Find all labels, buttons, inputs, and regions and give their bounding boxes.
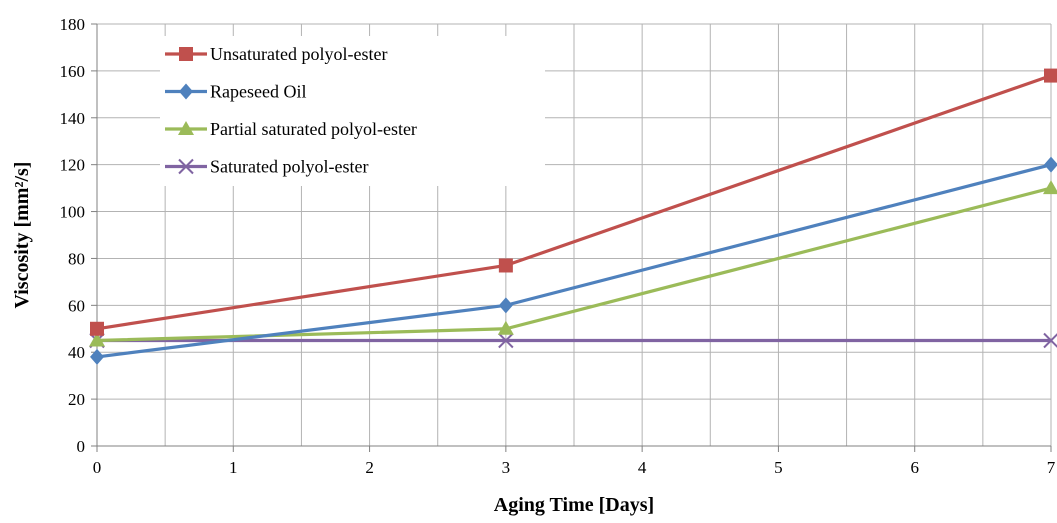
legend-label: Saturated polyol-ester xyxy=(210,157,368,177)
y-tick-label: 120 xyxy=(60,156,86,175)
legend-swatch-marker xyxy=(179,83,193,100)
legend-item: Rapeseed Oil xyxy=(165,82,306,102)
data-point xyxy=(1044,68,1057,83)
y-tick-label: 60 xyxy=(68,296,85,315)
legend: Unsaturated polyol-ester Rapeseed Oil Part… xyxy=(160,36,545,186)
marker-x-stroke xyxy=(498,332,514,349)
x-tick-label: 1 xyxy=(229,458,238,477)
x-tick-label: 0 xyxy=(93,458,102,477)
legend-label: Partial saturated polyol-ester xyxy=(210,119,417,139)
data-point xyxy=(89,332,105,347)
legend-label: Rapeseed Oil xyxy=(210,82,306,102)
marker-x-stroke xyxy=(1043,333,1057,349)
data-point xyxy=(1044,156,1057,173)
data-point xyxy=(1043,180,1057,195)
legend-swatch-marker xyxy=(179,47,193,61)
data-point xyxy=(498,332,514,349)
data-point xyxy=(498,297,513,314)
y-tick-label: 180 xyxy=(60,15,86,34)
series-diamond xyxy=(90,156,1057,365)
x-axis-title: Aging Time [Days] xyxy=(494,494,654,516)
data-point xyxy=(498,258,513,273)
x-tick-label: 7 xyxy=(1047,458,1056,477)
x-tick-label: 6 xyxy=(910,458,919,477)
y-tick-label: 160 xyxy=(60,62,86,81)
y-axis-title: Viscosity [mm²/s] xyxy=(11,162,33,309)
legend-swatch-marker xyxy=(178,121,194,135)
series-group xyxy=(89,68,1057,365)
tick-labels: 0 20 40 60 80 100 120 140 160 180 0 1 2 3 4 5 6 7 xyxy=(60,15,1056,477)
x-tick-label: 5 xyxy=(774,458,783,477)
legend-item: Saturated polyol-ester xyxy=(165,157,368,177)
legend-item: Unsaturated polyol-ester xyxy=(165,44,387,64)
data-point xyxy=(90,348,104,365)
legend-item: Partial saturated polyol-ester xyxy=(165,119,417,139)
data-point xyxy=(497,320,514,335)
data-point xyxy=(1043,332,1057,349)
legend-swatch-marker xyxy=(178,158,194,175)
y-tick-label: 0 xyxy=(77,437,86,456)
series-square xyxy=(90,68,1057,336)
x-tick-label: 3 xyxy=(502,458,511,477)
y-tick-label: 40 xyxy=(68,343,85,362)
y-tick-label: 20 xyxy=(68,390,85,409)
series-triangle xyxy=(89,180,1057,347)
legend-label: Unsaturated polyol-ester xyxy=(210,44,387,64)
marker-x-stroke xyxy=(178,158,194,175)
legend-background xyxy=(160,36,545,186)
axes xyxy=(91,23,1052,452)
x-tick-label: 4 xyxy=(638,458,647,477)
y-tick-label: 140 xyxy=(60,109,86,128)
data-point xyxy=(90,321,104,336)
x-tick-label: 2 xyxy=(365,458,374,477)
y-tick-label: 100 xyxy=(60,203,86,222)
y-tick-label: 80 xyxy=(68,249,85,268)
